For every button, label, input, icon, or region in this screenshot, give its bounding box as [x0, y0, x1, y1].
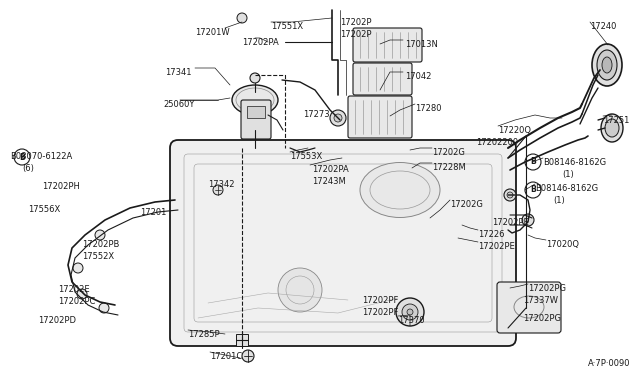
Text: B: B — [19, 153, 25, 161]
Ellipse shape — [597, 50, 617, 80]
Circle shape — [213, 185, 223, 195]
Circle shape — [250, 73, 260, 83]
Text: 17553X: 17553X — [290, 152, 323, 161]
Text: B08070-6122A: B08070-6122A — [10, 152, 72, 161]
Circle shape — [334, 114, 342, 122]
Circle shape — [522, 214, 534, 226]
Circle shape — [507, 192, 513, 198]
Circle shape — [396, 298, 424, 326]
Text: 17556X: 17556X — [28, 205, 60, 214]
Text: 17202P: 17202P — [340, 18, 371, 27]
Circle shape — [504, 189, 516, 201]
Text: 17202200: 17202200 — [476, 138, 518, 147]
Text: 17240: 17240 — [590, 22, 616, 31]
Text: B08146-8162G: B08146-8162G — [535, 184, 598, 193]
FancyBboxPatch shape — [353, 63, 412, 95]
Text: 17202PH: 17202PH — [42, 182, 80, 191]
Text: A·7P·0090: A·7P·0090 — [588, 359, 630, 368]
Ellipse shape — [592, 44, 622, 86]
FancyBboxPatch shape — [170, 140, 516, 346]
Text: 17201W: 17201W — [195, 28, 230, 37]
Text: 17226: 17226 — [478, 230, 504, 239]
Text: 17202PF: 17202PF — [362, 308, 398, 317]
Circle shape — [407, 309, 413, 315]
Text: 17280: 17280 — [415, 104, 442, 113]
Circle shape — [330, 110, 346, 126]
Bar — [247, 106, 265, 118]
Text: 17228M: 17228M — [432, 163, 466, 172]
Text: B08146-8162G: B08146-8162G — [543, 158, 606, 167]
Text: B: B — [530, 186, 536, 195]
FancyBboxPatch shape — [241, 100, 271, 139]
Circle shape — [237, 13, 247, 23]
Text: 17202PD: 17202PD — [38, 316, 76, 325]
Text: 17341: 17341 — [165, 68, 191, 77]
Text: 17202PG: 17202PG — [523, 314, 561, 323]
Text: B: B — [530, 157, 536, 167]
Circle shape — [242, 350, 254, 362]
Text: 17202E: 17202E — [58, 285, 90, 294]
Circle shape — [14, 149, 30, 165]
Text: 17251: 17251 — [603, 116, 629, 125]
Circle shape — [525, 182, 541, 198]
FancyBboxPatch shape — [348, 96, 412, 138]
Circle shape — [525, 154, 541, 170]
Circle shape — [99, 303, 109, 313]
Text: 17202PA: 17202PA — [312, 165, 349, 174]
Bar — [236, 334, 248, 346]
FancyBboxPatch shape — [497, 282, 561, 333]
Text: 17552X: 17552X — [82, 252, 114, 261]
Text: 17342: 17342 — [208, 180, 234, 189]
Text: (6): (6) — [22, 164, 34, 173]
Text: 17285P: 17285P — [188, 330, 220, 339]
Text: 17202PA: 17202PA — [242, 38, 279, 47]
Ellipse shape — [232, 85, 278, 115]
Circle shape — [402, 304, 418, 320]
Text: 17551X: 17551X — [271, 22, 303, 31]
Ellipse shape — [605, 119, 619, 137]
Text: (1): (1) — [553, 196, 564, 205]
Circle shape — [73, 263, 83, 273]
Text: 17202PE: 17202PE — [478, 242, 515, 251]
Text: 17243M: 17243M — [312, 177, 346, 186]
Circle shape — [95, 230, 105, 240]
Text: 17220Q: 17220Q — [498, 126, 531, 135]
Text: 17202PC: 17202PC — [58, 297, 95, 306]
Text: 17202PE: 17202PE — [492, 218, 529, 227]
Text: 17020Q: 17020Q — [546, 240, 579, 249]
Text: 17201: 17201 — [140, 208, 166, 217]
Text: 17337W: 17337W — [523, 296, 558, 305]
Circle shape — [278, 268, 322, 312]
Text: 17202P: 17202P — [340, 30, 371, 39]
Ellipse shape — [360, 163, 440, 218]
Text: 17202G: 17202G — [432, 148, 465, 157]
Text: 17042: 17042 — [405, 72, 431, 81]
Text: (1): (1) — [562, 170, 573, 179]
Text: 17202PG: 17202PG — [528, 284, 566, 293]
Text: 25060Y: 25060Y — [163, 100, 195, 109]
Text: 17273: 17273 — [303, 110, 330, 119]
Text: 17013N: 17013N — [405, 40, 438, 49]
Ellipse shape — [602, 57, 612, 73]
Text: 17202PF: 17202PF — [362, 296, 398, 305]
FancyBboxPatch shape — [353, 28, 422, 62]
Ellipse shape — [601, 114, 623, 142]
Text: 17202G: 17202G — [450, 200, 483, 209]
Text: 17370: 17370 — [398, 316, 424, 325]
Circle shape — [77, 289, 87, 299]
Text: 17201C: 17201C — [210, 352, 243, 361]
Text: 17202PB: 17202PB — [82, 240, 120, 249]
